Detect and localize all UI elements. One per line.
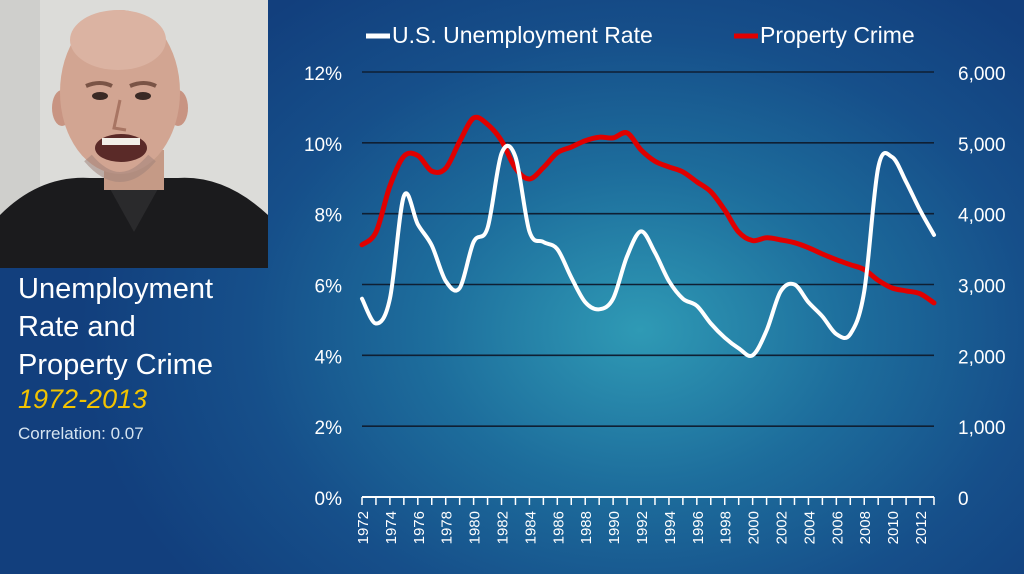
x-tick-label: 1976: [411, 511, 428, 544]
presenter-video-icon: [0, 0, 268, 268]
side-title: Unemployment Rate and Property Crime: [18, 270, 268, 384]
gridlines: [362, 71, 934, 427]
x-tick-label: 1978: [439, 511, 456, 544]
legend-unemployment-label: U.S. Unemployment Rate: [392, 22, 653, 48]
x-tick-label: 1990: [606, 511, 623, 544]
y-right-tick-label: 1,000: [958, 418, 1006, 439]
x-tick-label: 1988: [578, 511, 595, 544]
y-left-tick-label: 6%: [315, 277, 343, 298]
y-right-tick-label: 3,000: [958, 277, 1006, 298]
y-right-tick-label: 0: [958, 489, 969, 510]
x-tick-label: 1972: [355, 511, 372, 544]
x-tick-label: 1980: [467, 511, 484, 544]
x-tick-label: 2010: [885, 511, 902, 544]
x-tick-label: 1982: [495, 511, 512, 544]
side-title-line: Property Crime: [18, 349, 213, 381]
series-lines: [359, 114, 937, 358]
y-right-tick-label: 4,000: [958, 206, 1006, 227]
x-tick-label: 2008: [857, 511, 874, 544]
x-tick-label: 1992: [634, 511, 651, 544]
y-left-tick-label: 0%: [315, 489, 343, 510]
y-right-tick-label: 5,000: [958, 135, 1006, 156]
x-tick-label: 1998: [718, 511, 735, 544]
legend-property-crime-label: Property Crime: [760, 22, 915, 48]
x-tick-label: 1974: [383, 511, 400, 544]
axes: 0% 0 2% 1,000 4% 2,000 6% 3,000 8% 4,000 10% 5,000 1…: [304, 64, 1006, 544]
side-title-line: Rate and: [18, 311, 136, 343]
year-range: 1972-2013: [18, 384, 148, 414]
side-title-line: Unemployment: [18, 273, 214, 305]
y-right-tick-label: 6,000: [958, 64, 1006, 85]
presenter-video: [0, 0, 268, 268]
y-left-tick-label: 10%: [304, 135, 342, 156]
x-tick-label: 1986: [550, 511, 567, 544]
x-tick-label: 2006: [829, 511, 846, 544]
x-tick-label: 2012: [913, 511, 930, 544]
property-crime-line: [359, 114, 937, 306]
x-tick-label: 2000: [746, 511, 763, 544]
y-left-tick-label: 8%: [315, 206, 343, 227]
y-left-tick-label: 12%: [304, 64, 342, 85]
y-right-tick-label: 2,000: [958, 347, 1006, 368]
x-tick-label: 1984: [522, 511, 539, 544]
y-left-tick-label: 2%: [315, 418, 343, 439]
x-tick-label: 1996: [690, 511, 707, 544]
legend: U.S. Unemployment Rate Property Crime: [366, 22, 915, 48]
x-tick-label: 2004: [801, 511, 818, 544]
correlation-label: Correlation: 0.07: [18, 424, 144, 443]
y-left-tick-label: 4%: [315, 347, 343, 368]
x-tick-label: 1994: [662, 511, 679, 544]
x-tick-label: 2002: [774, 511, 791, 544]
unemployment-rate-line: [360, 143, 936, 358]
